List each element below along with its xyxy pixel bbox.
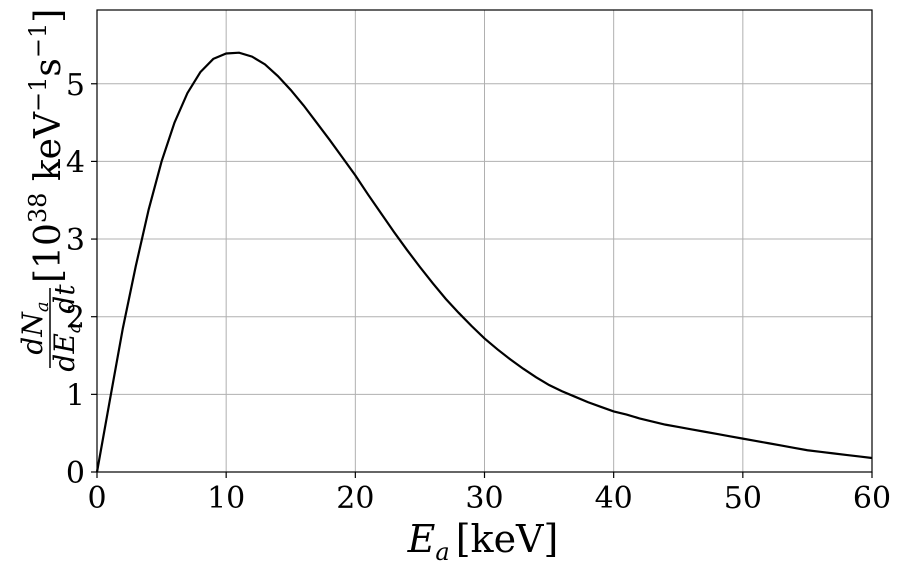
x-tick-label: 60 [853,481,891,516]
x-tick-label: 10 [207,481,245,516]
y-label-unit-exp3: −1 [24,23,52,58]
y-label-num-var: dN [16,311,49,355]
x-tick-label: 30 [465,481,503,516]
y-tick-label: 3 [66,223,85,258]
ticks [91,83,873,478]
y-label-unit-open: [10 [28,223,69,283]
y-tick-label: 5 [66,68,85,103]
y-label-unit-exp1: 38 [24,193,52,224]
y-tick-label: 0 [66,456,85,491]
x-axis-label: Ea [keV] [407,517,559,566]
y-label-unit-close: ] [28,9,69,23]
y-tick-label: 4 [66,145,85,180]
y-axis-label-denominator: dEa dt [48,284,85,372]
y-axis-label-numerator: dNa [16,301,53,354]
x-tick-label: 20 [336,481,374,516]
y-label-unit-mid: keV [28,111,69,193]
y-tick-labels: 0 1 2 3 4 5 [66,68,85,491]
x-axis-label-sub: a [435,538,449,566]
x-tick-labels: 0 10 20 30 40 50 60 [87,481,891,516]
y-label-unit-exp2: −1 [24,77,52,112]
y-label-num-sub: a [32,301,53,312]
grid-lines [96,10,873,473]
y-label-den-tail: dt [48,284,81,323]
y-tick-label: 1 [66,378,85,413]
y-label-den-sub: a [64,322,85,333]
y-axis-label-unit: [1038 keV−1s−1] [24,9,69,283]
series-line [95,51,873,473]
x-axis-label-unit: [keV] [456,517,559,561]
y-label-unit-s: s [28,58,69,76]
y-axis-label: dNa dEa dt [1038 keV−1s−1] [16,9,85,372]
x-tick-label: 40 [595,481,633,516]
y-label-den-var: dE [48,333,81,371]
x-tick-label: 0 [87,481,106,516]
x-tick-label: 50 [724,481,762,516]
x-axis-label-var: E [407,517,436,561]
y-tick-label: 2 [66,301,85,336]
